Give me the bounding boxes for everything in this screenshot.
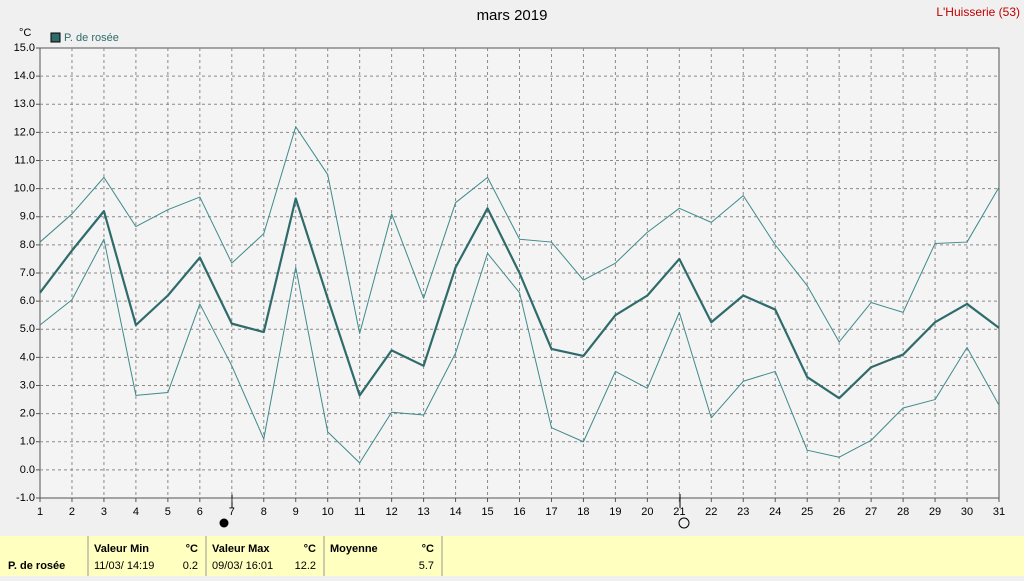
x-tick-label: 18 [577,506,589,518]
col-value: 0.2 [183,560,198,572]
y-tick-label: 11.0 [14,154,35,166]
full-moon [219,518,229,528]
col-value: 12.2 [295,560,316,572]
row-label: P. de rosée [8,560,65,572]
chart-title: mars 2019 [477,7,548,24]
y-unit: °C [19,27,31,39]
col-header: Valeur Max [212,543,270,555]
col-value: 5.7 [419,560,434,572]
x-tick-label: 27 [865,506,877,518]
x-tick-label: 9 [293,506,299,518]
col-date: 09/03/ 16:01 [212,560,273,572]
y-tick-label: 5.0 [20,323,35,335]
x-tick-label: 31 [993,506,1005,518]
plot: -1.00.01.02.03.04.05.06.07.08.09.010.011… [14,42,1006,518]
y-tick-label: 12.0 [14,126,35,138]
legend-swatch [50,32,61,43]
x-tick-label: 26 [833,506,845,518]
y-tick-label: 4.0 [20,351,35,363]
x-tick-label: 30 [961,506,973,518]
x-tick-label: 2 [69,506,75,518]
moon-phases [219,494,690,529]
x-tick-label: 21 [673,506,685,518]
y-tick-label: 3.0 [20,379,35,391]
y-tick-label: 8.0 [20,239,35,251]
x-tick-label: 24 [769,506,781,518]
station: L'Huisserie (53) [936,5,1020,19]
col-date: 11/03/ 14:19 [94,560,154,572]
summary-table: P. de rosée Valeur Min °C 11/03/ 14:19 0… [0,536,1024,576]
y-tick-label: 2.0 [20,408,35,420]
x-tick-label: 17 [545,506,557,518]
x-tick-label: 19 [609,506,621,518]
x-tick-label: 22 [705,506,717,518]
series-line [39,238,1000,464]
col-header: Valeur Min [94,543,149,555]
summary-bg [0,536,1024,576]
y-tick-label: 15.0 [14,42,35,54]
series-line [39,126,1000,343]
y-tick-label: 7.0 [20,267,35,279]
x-tick-label: 28 [897,506,909,518]
x-tick-label: 13 [417,506,429,518]
y-tick-label: 10.0 [14,183,35,195]
series-line [39,197,1000,400]
y-tick-label: 0.0 [20,464,35,476]
y-tick-label: 6.0 [20,295,35,307]
x-tick-label: 20 [641,506,653,518]
y-tick-label: 14.0 [14,70,35,82]
y-tick-label: 9.0 [20,211,35,223]
col-unit: °C [422,543,434,555]
x-tick-label: 4 [133,506,139,518]
x-tick-label: 29 [929,506,941,518]
col-unit: °C [304,543,316,555]
x-tick-label: 11 [354,506,365,518]
x-tick-label: 7 [229,506,235,518]
x-tick-label: 10 [322,506,334,518]
x-tick-label: 23 [737,506,749,518]
x-tick-label: 16 [513,506,525,518]
col-header: Moyenne [330,543,378,555]
y-tick-label: 13.0 [14,98,35,110]
new-moon [678,517,690,529]
x-tick-label: 3 [101,506,107,518]
x-tick-label: 15 [481,506,493,518]
x-tick-label: 25 [801,506,813,518]
y-tick-label: -1.0 [16,492,35,504]
legend-label: P. de rosée [64,32,119,44]
col-unit: °C [186,543,198,555]
x-tick-label: 14 [449,506,461,518]
x-tick-label: 8 [261,506,267,518]
x-tick-label: 12 [386,506,398,518]
y-tick-label: 1.0 [20,436,35,448]
x-tick-label: 5 [165,506,171,518]
x-tick-label: 6 [197,506,203,518]
x-tick-label: 1 [37,506,43,518]
